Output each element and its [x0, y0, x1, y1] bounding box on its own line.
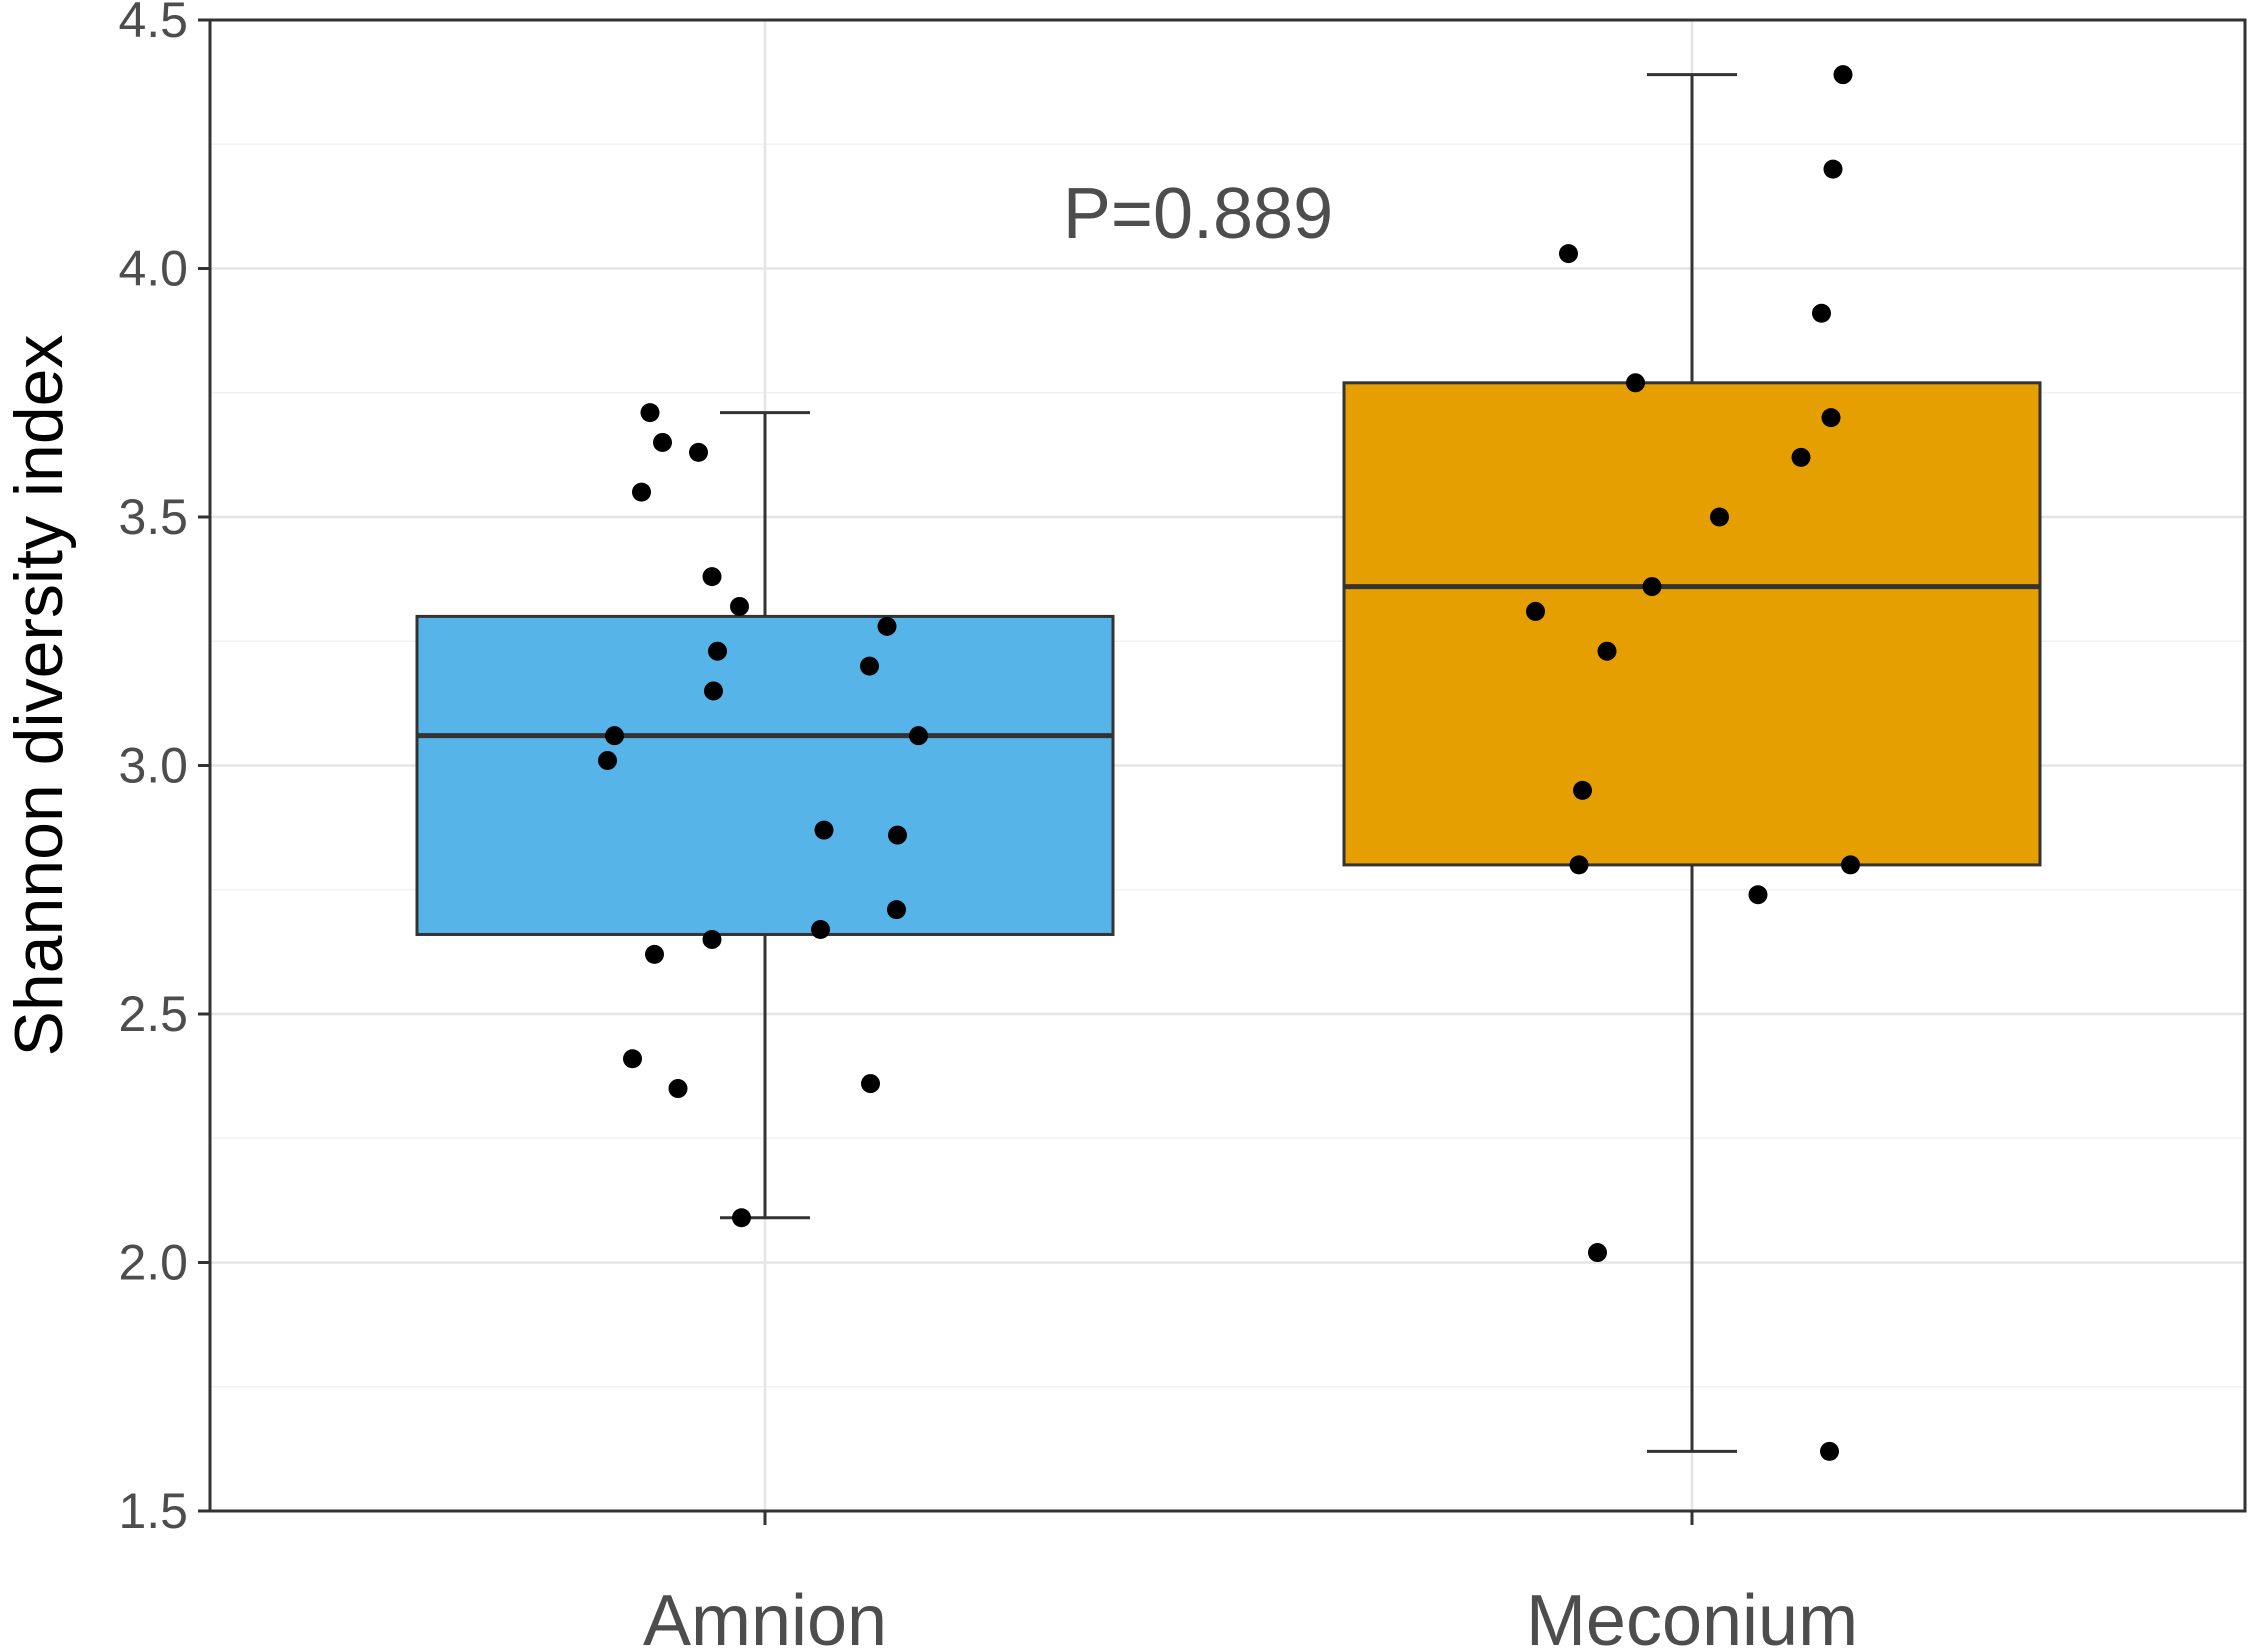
box-meconium: [1342, 73, 2042, 1453]
data-point: [1626, 373, 1645, 393]
boxes: [415, 73, 2042, 1453]
data-point: [1588, 1243, 1607, 1263]
data-point: [861, 1074, 880, 1094]
data-point: [1642, 577, 1662, 597]
y-tick-label: 2.5: [118, 986, 188, 1042]
data-point: [668, 1079, 688, 1099]
p-value-annotation: P=0.889: [1063, 174, 1333, 254]
data-point: [1573, 780, 1592, 800]
data-point: [1597, 641, 1617, 661]
data-point: [860, 656, 879, 676]
y-tick-label: 4.5: [118, 0, 188, 48]
box-iqr: [415, 614, 1115, 936]
data-point: [640, 403, 660, 423]
data-point: [1823, 159, 1843, 179]
data-point: [1812, 303, 1831, 323]
box-amnion: [415, 411, 1115, 1220]
data-point: [1841, 855, 1860, 875]
data-point: [1748, 885, 1768, 905]
data-point: [605, 726, 624, 746]
data-point: [1710, 507, 1729, 527]
data-point: [811, 920, 830, 940]
data-point: [623, 1049, 642, 1069]
data-point: [1526, 601, 1545, 621]
y-tick-label: 3.0: [118, 738, 188, 794]
x-tick-label: Amnion: [643, 1581, 887, 1649]
data-point: [909, 726, 928, 746]
data-point: [598, 751, 617, 771]
data-point: [632, 482, 651, 502]
y-axis-title: Shannon diversity index: [1, 334, 77, 1056]
axis-ticks: 1.5 2.0 2.5 3.0 3.5 4.0 4.5 Amnion Meconium: [118, 0, 1858, 1649]
box-iqr: [1342, 381, 2042, 867]
data-point: [887, 900, 906, 920]
data-point: [702, 929, 722, 949]
data-point: [708, 641, 727, 661]
data-point: [888, 825, 907, 845]
data-point: [1821, 408, 1841, 428]
data-point: [1791, 447, 1811, 467]
data-point: [653, 432, 672, 452]
data-point: [689, 442, 708, 462]
data-point: [702, 567, 722, 587]
y-tick-label: 1.5: [118, 1483, 188, 1539]
y-tick-label: 4.0: [118, 241, 188, 297]
data-point: [1820, 1441, 1839, 1461]
data-point: [1833, 65, 1853, 85]
data-point: [704, 681, 723, 701]
y-tick-label: 3.5: [118, 489, 188, 545]
data-points: [598, 65, 1860, 1461]
data-point: [814, 820, 834, 840]
data-point: [877, 616, 897, 636]
data-point: [732, 1208, 751, 1228]
y-tick-label: 2.0: [118, 1235, 188, 1291]
x-tick-label: Meconium: [1526, 1581, 1858, 1649]
data-point: [645, 944, 664, 964]
data-point: [730, 596, 749, 616]
data-point: [1569, 855, 1589, 875]
data-point: [1559, 244, 1578, 264]
